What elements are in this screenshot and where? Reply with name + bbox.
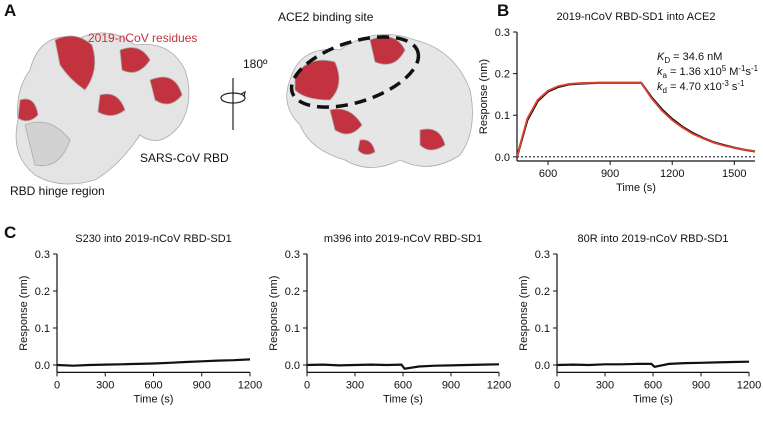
annotation-part: a [663,71,668,80]
residues-label: 2019-nCoV residues [88,31,197,45]
x-tick-label: 0 [304,379,310,391]
x-tick-label: 900 [692,379,710,391]
annotation-part: = 4.70 x10 [667,81,722,93]
annotation-part: k [657,66,663,78]
annotation-part: 5 [722,64,727,73]
x-tick-label: 1200 [660,168,684,180]
series-line [306,363,500,370]
y-tick-label: 0.0 [285,360,300,372]
y-tick-label: 0.2 [285,286,300,298]
x-tick-label: 1500 [722,168,746,180]
chart-title: S230 into 2019-nCoV RBD-SD1 [75,233,232,245]
x-tick-label: 300 [596,379,614,391]
y-tick-label: 0.3 [535,249,550,261]
y-tick-label: 0.2 [35,286,50,298]
y-axis-label: Response (nm) [18,276,30,351]
annotation-part: k [657,81,663,93]
y-tick-label: 0.3 [35,249,50,261]
y-axis-label: Response (nm) [478,59,490,134]
x-axis-label: Time (s) [633,393,673,405]
y-tick-label: 0.0 [35,360,50,372]
y-tick-label: 0.2 [535,286,550,298]
panel-label: C [4,223,16,242]
x-tick-label: 600 [644,379,662,391]
x-tick-label: 600 [394,379,412,391]
chart-title: m396 into 2019-nCoV RBD-SD1 [324,233,482,245]
x-tick-label: 1200 [487,379,511,391]
panel-label: A [4,1,16,20]
annotation-part: M [726,66,738,78]
site-label: ACE2 binding site [278,10,374,24]
y-tick-label: 0.0 [495,152,510,164]
x-tick-label: 0 [54,379,60,391]
series-line [556,360,750,368]
y-axis-label: Response (nm) [518,276,530,351]
x-tick-label: 900 [193,379,211,391]
series-line [56,358,251,367]
hinge-label: RBD hinge region [10,184,105,198]
annotation: KD = 34.6 nM [657,51,722,65]
x-tick-label: 0 [554,379,560,391]
y-tick-label: 0.1 [285,323,300,335]
rotation-arrow [220,78,246,130]
annotation-part: d [663,86,667,95]
x-axis-label: Time (s) [616,182,656,194]
series-line [516,81,756,158]
structure-left [15,32,190,185]
structure-right [286,34,473,168]
x-tick-label: 900 [442,379,460,391]
y-tick-label: 0.1 [535,323,550,335]
x-axis-label: Time (s) [383,393,423,405]
y-tick-label: 0.1 [35,323,50,335]
y-tick-label: 0.1 [495,110,510,122]
annotation-part: = 1.36 x10 [667,66,722,78]
annotation: kd = 4.70 x10-3 s-1 [657,79,745,95]
panel-label: B [497,1,509,20]
y-tick-label: 0.0 [535,360,550,372]
rbd-label: SARS-CoV RBD [140,151,229,165]
y-axis-label: Response (nm) [268,276,280,351]
annotation-part: s [729,81,738,93]
x-tick-label: 300 [346,379,364,391]
annotation-part: -3 [722,79,730,88]
annotation-part: -1 [737,79,745,88]
annotation-part: s [746,66,752,78]
x-tick-label: 300 [96,379,114,391]
annotation-part: -1 [738,64,746,73]
x-tick-label: 600 [144,379,162,391]
annotation: ka = 1.36 x105 M-1s-1 [657,64,759,80]
annotation-part: K [657,51,665,63]
y-tick-label: 0.2 [495,69,510,81]
x-tick-label: 1200 [737,379,761,391]
x-axis-label: Time (s) [134,393,174,405]
y-tick-label: 0.3 [285,249,300,261]
annotation-part: D [664,56,670,65]
y-tick-label: 0.3 [495,27,510,39]
x-tick-label: 900 [601,168,619,180]
annotation-part: = 34.6 nM [670,51,722,63]
rotation-label: 180º [243,57,268,71]
chart-title: 2019-nCoV RBD-SD1 into ACE2 [557,11,716,23]
x-tick-label: 1200 [238,379,262,391]
x-tick-label: 600 [539,168,557,180]
chart-title: 80R into 2019-nCoV RBD-SD1 [577,233,728,245]
series-line [515,81,756,158]
annotation-part: -1 [751,64,759,73]
